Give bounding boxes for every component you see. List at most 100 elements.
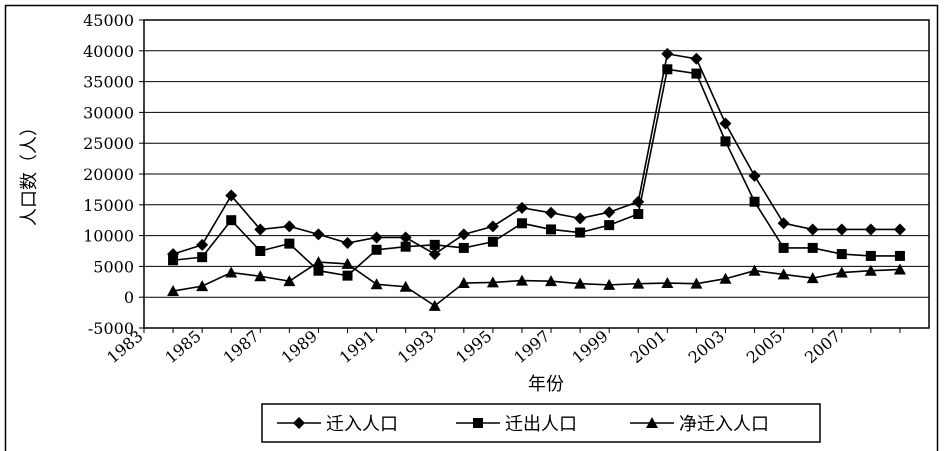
data-point-triangle: [806, 272, 819, 284]
legend: 迁入人口 迁出人口 净迁入人口: [261, 403, 821, 443]
y-tick-label: 35000: [83, 73, 134, 92]
square-marker-icon: [473, 418, 483, 428]
data-point-diamond: [661, 47, 674, 60]
data-point-diamond: [864, 223, 877, 236]
x-tick-label: 1987: [219, 327, 262, 368]
data-point-square: [604, 220, 615, 231]
data-point-diamond: [341, 236, 354, 249]
chart-area-border: [4, 4, 939, 451]
series-line-2: [172, 261, 900, 307]
data-point-triangle: [370, 278, 383, 290]
data-point-diamond: [225, 189, 238, 202]
gridlines: [144, 50, 929, 298]
data-point-diamond: [632, 195, 645, 208]
data-point-triangle: [167, 285, 180, 297]
legend-label-in: 迁入人口: [326, 414, 398, 435]
data-point-diamond: [545, 206, 558, 219]
data-point-square: [836, 249, 847, 260]
data-point-square: [516, 218, 527, 229]
data-point-diamond: [515, 201, 528, 214]
data-point-square: [255, 246, 266, 256]
data-point-square: [807, 242, 818, 253]
data-point-diamond: [254, 223, 267, 236]
y-tick-label: 40000: [83, 42, 134, 61]
x-tick-label: 1985: [161, 327, 204, 368]
data-point-triangle: [748, 264, 761, 276]
data-point-triangle: [777, 268, 790, 280]
x-tick-label: 2007: [801, 327, 844, 368]
x-tick-label: 1995: [452, 327, 495, 368]
y-tick-label: 5000: [93, 257, 134, 276]
data-point-triangle: [574, 277, 587, 289]
x-tick-label: 1993: [394, 327, 437, 368]
data-point-diamond: [719, 117, 732, 130]
data-point-diamond: [283, 220, 296, 233]
data-point-triangle: [632, 277, 645, 289]
legend-item-net: 净迁入人口: [630, 414, 769, 435]
data-point-square: [720, 136, 731, 147]
data-point-square: [633, 209, 644, 220]
data-point-square: [313, 265, 324, 276]
data-point-diamond: [835, 223, 848, 236]
data-point-square: [778, 242, 789, 253]
data-point-square: [197, 252, 208, 263]
data-point-diamond: [893, 223, 906, 236]
diamond-marker-icon: [293, 417, 305, 429]
x-tick-label: 2003: [685, 327, 728, 368]
legend-box: [261, 403, 821, 443]
data-point-triangle: [225, 266, 238, 278]
y-axis-ticks: 45000 40000 35000 30000 25000 20000 15000 10000…: [83, 11, 144, 338]
data-point-square: [371, 244, 382, 255]
series-line-0: [172, 52, 900, 256]
data-point-triangle: [893, 263, 906, 275]
data-point-triangle: [428, 299, 441, 311]
series-markers: [167, 47, 906, 311]
x-axis-ticks: 1983 1985 1987 1989 1991 1993 1995 1997 1999 2001…: [103, 327, 901, 368]
x-axis-title: 年份: [528, 374, 564, 395]
data-point-triangle: [864, 264, 877, 276]
data-point-diamond: [603, 206, 616, 219]
data-point-triangle: [719, 272, 732, 284]
data-point-triangle: [312, 256, 325, 268]
data-point-diamond: [370, 231, 383, 244]
y-tick-label: 20000: [83, 165, 134, 184]
data-point-square: [342, 270, 353, 281]
triangle-marker-icon: [646, 417, 658, 428]
legend-label-out: 迁出人口: [505, 414, 577, 435]
data-point-square: [400, 241, 411, 252]
x-tick-label: 2001: [626, 327, 669, 368]
legend-item-out: 迁出人口: [456, 414, 577, 435]
data-point-square: [284, 238, 295, 249]
data-point-triangle: [196, 280, 209, 292]
data-point-triangle: [690, 277, 703, 289]
data-point-diamond: [486, 220, 499, 233]
series-line-1: [172, 68, 900, 277]
y-tick-label: -5000: [88, 319, 134, 338]
data-point-diamond: [748, 169, 761, 182]
legend-label-net: 净迁入人口: [679, 414, 769, 435]
data-point-diamond: [196, 238, 209, 251]
data-point-square: [575, 227, 586, 238]
y-tick-label: 10000: [83, 227, 134, 246]
series-lines: [172, 52, 900, 307]
y-tick-label: 45000: [83, 11, 134, 30]
data-point-triangle: [457, 277, 470, 289]
data-point-square: [662, 64, 673, 75]
data-point-square: [168, 255, 179, 266]
data-point-diamond: [312, 228, 325, 241]
data-point-square: [691, 68, 702, 79]
y-tick-label: 15000: [83, 196, 134, 215]
data-point-triangle: [399, 280, 412, 292]
data-point-triangle: [661, 277, 674, 289]
data-point-triangle: [835, 266, 848, 278]
y-axis-title: 人口数（人）: [19, 118, 40, 226]
y-tick-label: 30000: [83, 103, 134, 122]
data-point-square: [546, 224, 557, 235]
x-tick-label: 2005: [743, 327, 786, 368]
data-point-square: [487, 236, 498, 247]
y-tick-label: 25000: [83, 134, 134, 153]
data-point-square: [458, 242, 469, 253]
data-point-triangle: [515, 274, 528, 286]
data-point-triangle: [283, 275, 296, 287]
